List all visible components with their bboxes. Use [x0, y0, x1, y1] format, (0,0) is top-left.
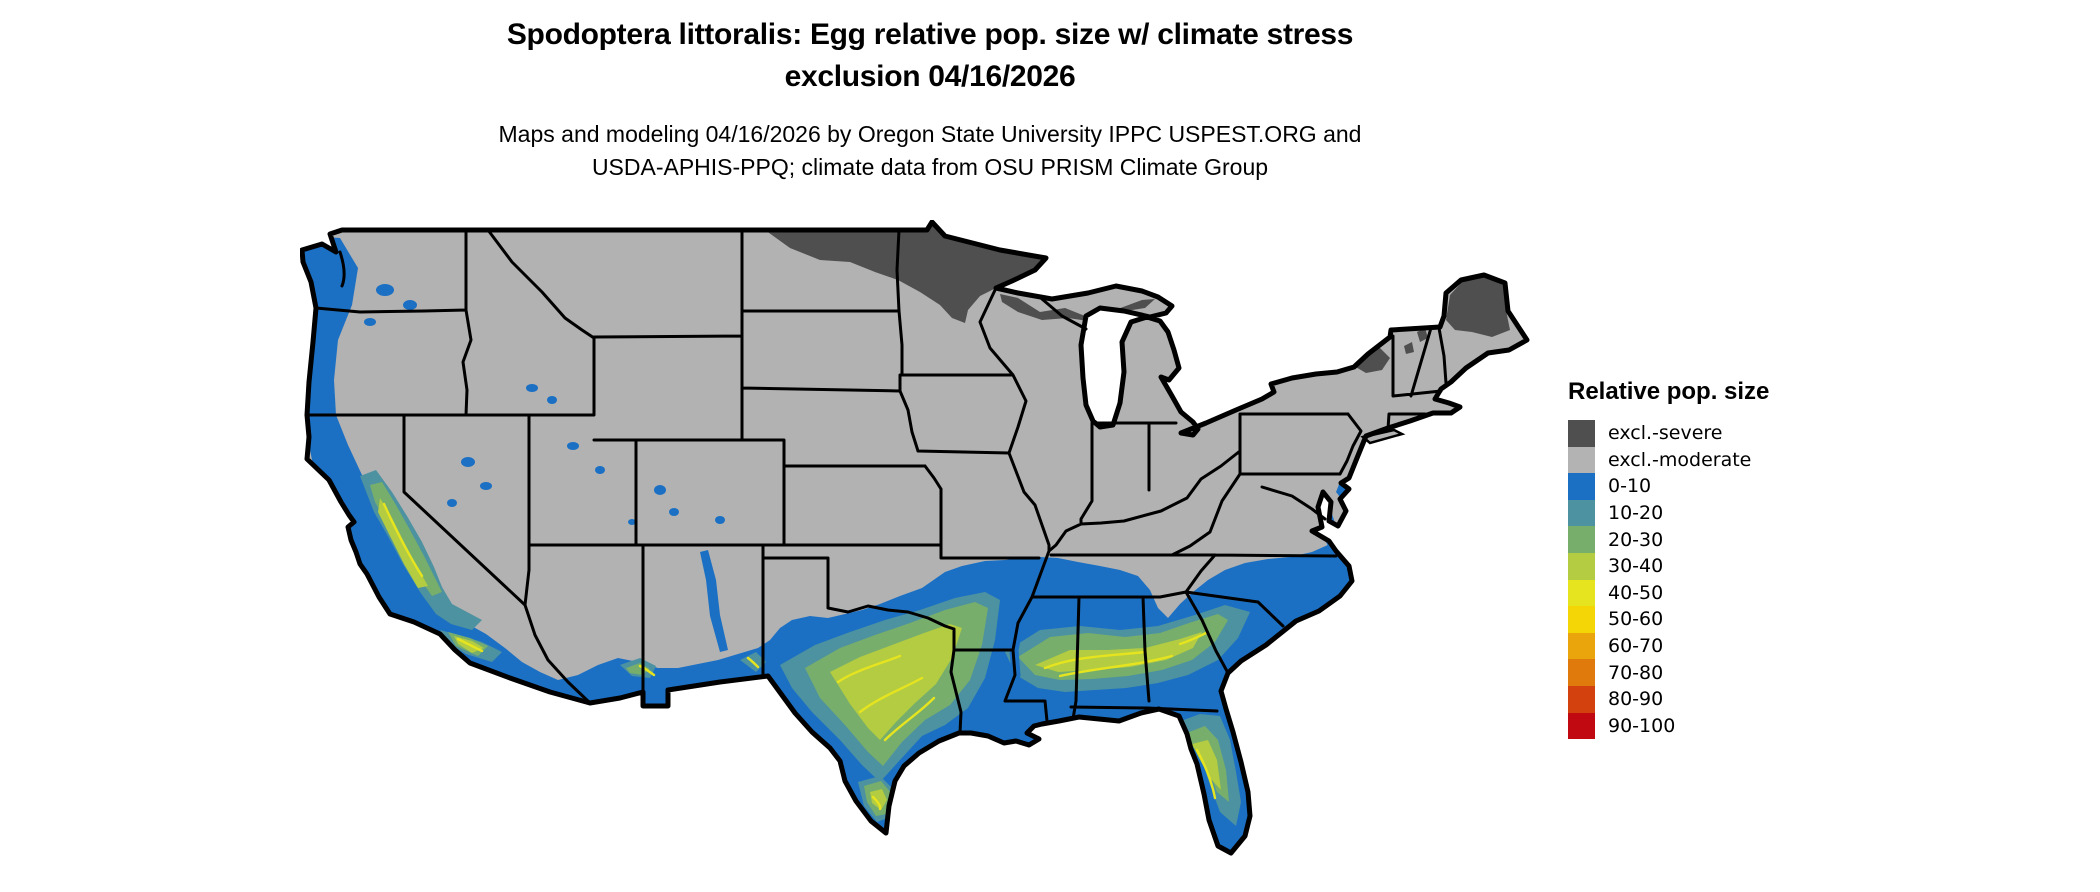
- legend-entry: 80-90: [1568, 685, 1769, 713]
- legend-label: 50-60: [1608, 608, 1664, 631]
- legend-swatch: [1568, 446, 1595, 474]
- us-map: [299, 219, 1550, 892]
- legend-swatch: [1568, 526, 1595, 553]
- legend-label: 30-40: [1608, 555, 1664, 578]
- legend-label: 0-10: [1608, 475, 1652, 498]
- legend-entry: 90-100: [1568, 712, 1769, 740]
- legend-swatch: [1568, 420, 1595, 447]
- legend-entry: 10-20: [1568, 499, 1769, 527]
- legend-entry: 70-80: [1568, 659, 1769, 686]
- legend-swatch: [1568, 712, 1595, 740]
- legend-label: 60-70: [1608, 635, 1664, 658]
- region-excl-severe: [765, 222, 1510, 373]
- region-pop-40-50-contours: [382, 502, 1217, 811]
- legend-swatch: [1568, 659, 1595, 686]
- legend-items: excl.-severe excl.-moderate 0-10 10-20 20-30…: [1568, 420, 1769, 740]
- legend-swatch: [1568, 685, 1595, 713]
- legend-title: Relative pop. size: [1568, 378, 1770, 405]
- legend-label: 20-30: [1608, 528, 1664, 551]
- legend-swatch: [1568, 579, 1595, 607]
- legend-entry: 0-10: [1568, 473, 1769, 500]
- legend-label: 70-80: [1608, 661, 1664, 684]
- state-borders: [305, 228, 1448, 735]
- legend-label: 90-100: [1608, 714, 1676, 737]
- legend-swatch: [1568, 499, 1595, 527]
- legend-entry: 30-40: [1568, 552, 1769, 580]
- legend-entry: 50-60: [1568, 606, 1769, 633]
- subtitle-line-2: USDA-APHIS-PPQ; climate data from OSU PR…: [591, 154, 1269, 180]
- title-line-1: Spodoptera littoralis: Egg relative pop.…: [506, 18, 1354, 51]
- legend-entry: 40-50: [1568, 579, 1769, 607]
- legend-label: excl.-severe: [1608, 422, 1723, 445]
- title-line-2: exclusion 04/16/2026: [784, 60, 1076, 93]
- legend-entry: 20-30: [1568, 526, 1769, 553]
- legend-entry: 60-70: [1568, 632, 1769, 660]
- puget-sound: [338, 250, 346, 288]
- legend-swatch: [1568, 552, 1595, 580]
- legend-swatch: [1568, 606, 1595, 633]
- map-coastline: [299, 219, 1530, 856]
- legend-label: excl.-moderate: [1608, 448, 1752, 471]
- legend-swatch: [1568, 632, 1595, 660]
- legend: Relative pop. size excl.-severe excl.-mod…: [1568, 378, 1770, 740]
- us-map-svg: [299, 219, 1530, 856]
- legend-entry: excl.-severe: [1568, 420, 1769, 447]
- legend-label: 10-20: [1608, 502, 1664, 525]
- legend-label: 80-90: [1608, 688, 1664, 711]
- subtitle-line-1: Maps and modeling 04/16/2026 by Oregon S…: [498, 121, 1362, 147]
- page-title: Spodoptera littoralis: Egg relative pop.…: [0, 14, 1860, 98]
- legend-label: 40-50: [1608, 581, 1664, 604]
- legend-swatch: [1568, 473, 1595, 500]
- page-subtitle: Maps and modeling 04/16/2026 by Oregon S…: [0, 118, 1860, 184]
- long-island: [1360, 428, 1406, 445]
- legend-entry: excl.-moderate: [1568, 446, 1769, 474]
